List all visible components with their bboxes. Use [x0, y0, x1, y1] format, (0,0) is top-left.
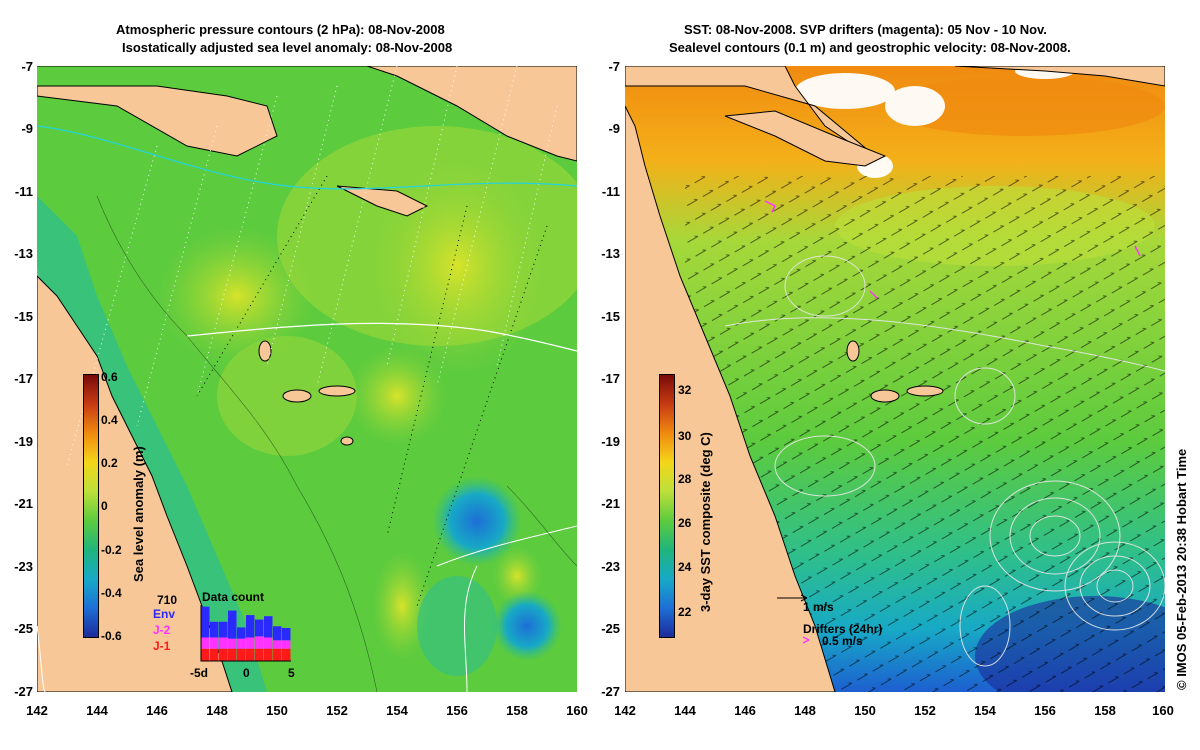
right-ytick: -9: [608, 121, 620, 136]
drifter-speed-arrow: [802, 636, 810, 644]
colorbar-tick: 22: [678, 605, 692, 619]
left-ytick: -21: [14, 496, 33, 511]
colorbar-tick: 0.2: [101, 456, 118, 470]
colorbar-tick: -0.2: [101, 543, 122, 557]
sea-level-anomaly-map: [37, 66, 577, 692]
data-count-xtick: 5: [288, 666, 295, 680]
sst-map: [625, 66, 1165, 692]
right-ytick: -23: [601, 559, 620, 574]
left-ytick: -11: [14, 184, 33, 199]
right-xtick: 154: [974, 703, 996, 718]
left-ytick: -17: [14, 371, 33, 386]
legend-j1: J-1: [153, 639, 171, 653]
left-ytick: -25: [14, 621, 33, 636]
left-title-line2: Isostatically adjusted sea level anomaly…: [122, 40, 453, 55]
new-guinea-land: [37, 66, 577, 162]
data-count-title: Data count: [202, 590, 265, 604]
left-ytick: -27: [14, 684, 33, 699]
colorbar-tick: 32: [678, 383, 692, 397]
right-ytick: -15: [601, 309, 620, 324]
legend-j2: J-2: [153, 623, 171, 637]
velocity-scale-label: 1 m/s: [803, 600, 834, 614]
left-xtick: 150: [266, 703, 288, 718]
colorbar-tick: 28: [678, 472, 692, 486]
right-ytick: -13: [601, 246, 620, 261]
sst-field: [625, 66, 1165, 692]
sst-colorbar-label: 3-day SST composite (deg C): [698, 432, 713, 612]
sea-level-colorbar-label: Sea level anomaly (m): [131, 446, 146, 582]
colorbar-tick: 0: [101, 499, 108, 513]
right-title-line2: Sealevel contours (0.1 m) and geostrophi…: [669, 40, 1071, 55]
right-xtick: 150: [854, 703, 876, 718]
legend-env: Env: [153, 607, 176, 621]
colorbar-tick: 0.6: [101, 370, 118, 384]
colorbar-tick: 24: [678, 560, 692, 574]
data-count-xtick: 0: [243, 666, 250, 680]
data-count-xtick: -5d: [190, 666, 208, 680]
left-xtick: 154: [386, 703, 408, 718]
left-ytick: -9: [21, 121, 33, 136]
sea-level-anomaly-field: [37, 66, 577, 692]
left-xtick: 142: [26, 703, 48, 718]
left-xtick: 152: [326, 703, 348, 718]
right-xtick: 152: [914, 703, 936, 718]
velocity-scale-arrow: [777, 594, 808, 602]
right-ytick: -19: [601, 434, 620, 449]
right-xtick: 160: [1152, 703, 1174, 718]
right-xtick: 146: [734, 703, 756, 718]
imos-credit: © IMOS 05-Feb-2013 20:38 Hobart Time: [1174, 448, 1189, 690]
sea-level-colorbar: [83, 374, 99, 638]
right-ytick: -27: [601, 684, 620, 699]
colorbar-tick: 26: [678, 516, 692, 530]
right-ytick: -17: [601, 371, 620, 386]
drifter-speed-label: 0.5 m/s: [822, 634, 863, 648]
right-title-line1: SST: 08-Nov-2008. SVP drifters (magenta)…: [684, 22, 1047, 37]
australia-land-right: [625, 105, 836, 692]
left-xtick: 148: [206, 703, 228, 718]
left-xtick: 156: [446, 703, 468, 718]
right-xtick: 142: [614, 703, 636, 718]
colorbar-tick: 30: [678, 429, 692, 443]
right-ytick: -25: [601, 621, 620, 636]
left-ytick: -15: [14, 309, 33, 324]
left-title-line1: Atmospheric pressure contours (2 hPa): 0…: [116, 22, 445, 37]
left-xtick: 144: [86, 703, 108, 718]
left-ytick: -23: [14, 559, 33, 574]
left-ytick: -7: [21, 59, 33, 74]
right-xtick: 158: [1094, 703, 1116, 718]
sst-colorbar: [659, 374, 675, 638]
right-ytick: -11: [601, 184, 620, 199]
right-ytick: -21: [601, 496, 620, 511]
drifters-label: Drifters (24hr): [803, 622, 883, 636]
right-xtick: 148: [794, 703, 816, 718]
left-xtick: 146: [146, 703, 168, 718]
right-xtick: 144: [674, 703, 696, 718]
right-ytick: -7: [608, 59, 620, 74]
right-xtick: 156: [1034, 703, 1056, 718]
colorbar-tick: -0.4: [101, 586, 122, 600]
colorbar-tick: -0.6: [101, 629, 122, 643]
colorbar-tick: 0.4: [101, 413, 118, 427]
left-ytick: -19: [14, 434, 33, 449]
left-xtick: 158: [506, 703, 528, 718]
left-ytick: -13: [14, 246, 33, 261]
left-xtick: 160: [566, 703, 588, 718]
data-count-max: 710: [157, 593, 178, 607]
